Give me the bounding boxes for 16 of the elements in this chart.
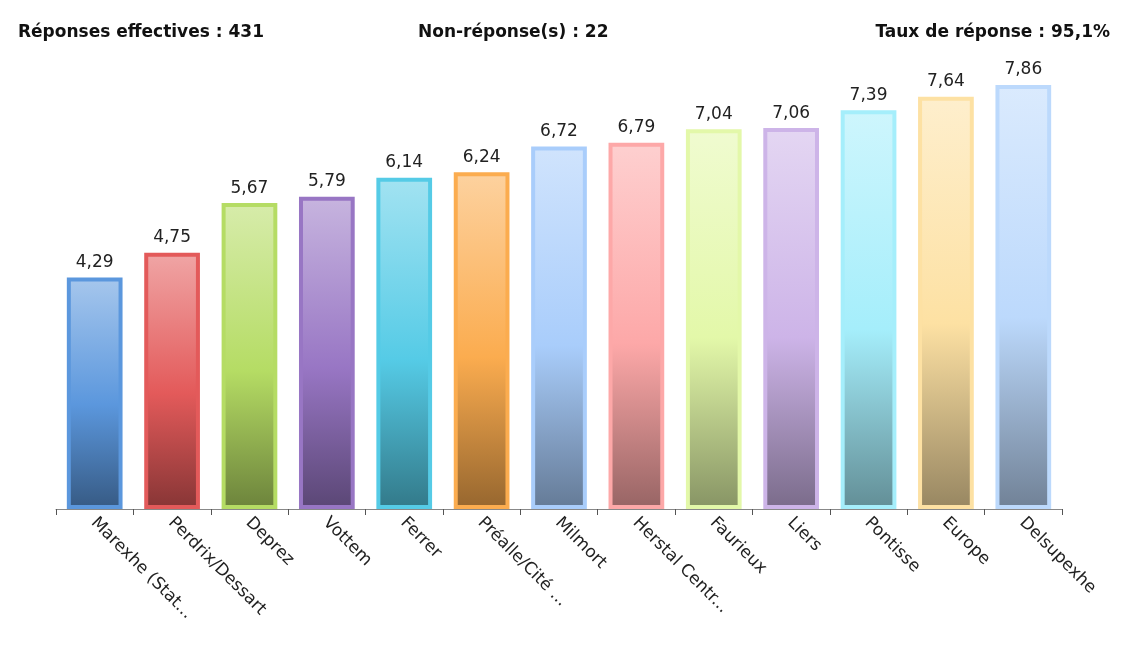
text: Taux de réponse : 95,1% xyxy=(875,20,1110,41)
text: Non-réponse(s) : 22 xyxy=(418,20,609,41)
data-label: 6,14 xyxy=(385,151,424,172)
text: Réponses effectives : 431 xyxy=(18,20,264,41)
data-label: 7,06 xyxy=(772,101,811,122)
data-label: 6,24 xyxy=(462,145,501,166)
data-label: 7,64 xyxy=(926,70,965,91)
data-label: 4,75 xyxy=(153,226,192,247)
data-label: 6,79 xyxy=(617,116,656,137)
data-label: 7,39 xyxy=(849,83,888,104)
data-label: 6,72 xyxy=(540,119,578,140)
data-label: 7,86 xyxy=(1004,58,1043,79)
data-label: 7,04 xyxy=(694,102,733,123)
data-label: 5,67 xyxy=(230,176,269,197)
data-label: 4,29 xyxy=(75,251,114,272)
data-label: 5,79 xyxy=(307,170,346,191)
